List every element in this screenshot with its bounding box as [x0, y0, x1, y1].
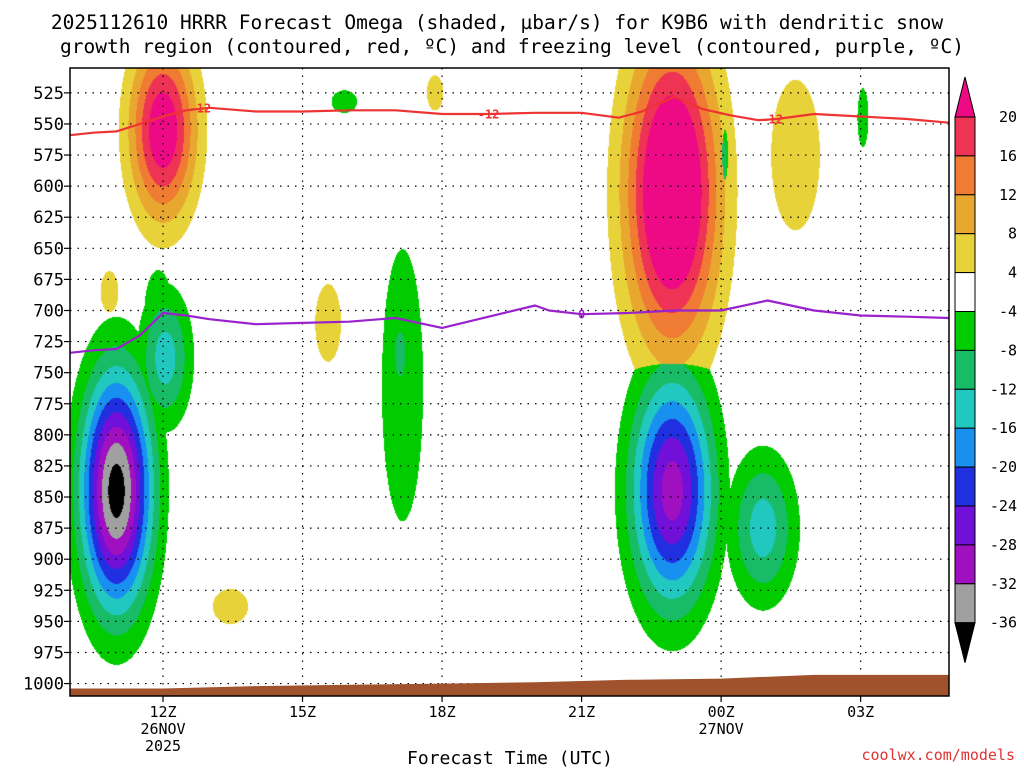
colorbar-swatch	[954, 505, 976, 546]
x-axis-title: Forecast Time (UTC)	[407, 748, 613, 768]
y-tick-label: 700	[33, 301, 64, 321]
colorbar-bottom-triangle	[954, 622, 976, 663]
colorbar-swatch	[954, 427, 976, 468]
y-tick-label: 950	[33, 612, 64, 632]
colorbar-label: 4	[1008, 264, 1017, 282]
colorbar-swatch	[954, 311, 976, 351]
freezing-level-contour-label: 0	[578, 308, 585, 322]
y-tick-label: 875	[33, 519, 64, 539]
temperature-contours: -12 -12 -12 0	[70, 95, 949, 354]
colorbar-label: -32	[990, 575, 1017, 593]
ground-surface	[70, 674, 949, 696]
freezing-level-contour	[70, 299, 949, 354]
y-tick-label: 600	[33, 177, 64, 197]
x-tick-label: 21Z	[568, 703, 595, 721]
y-tick-label: 975	[33, 643, 64, 663]
colorbar-label: -16	[990, 419, 1017, 437]
chart-title-line-2: growth region (contoured, red, ºC) and f…	[60, 35, 964, 58]
colorbar-label: 16	[999, 147, 1017, 165]
y-tick-label: 575	[33, 146, 64, 166]
y-tick-label: 1000	[23, 675, 64, 695]
y-tick-label: 925	[33, 581, 64, 601]
x-tick-label: 18Z	[429, 703, 456, 721]
x-tick-label: 26NOV	[140, 720, 185, 738]
colorbar-swatch	[954, 272, 976, 313]
colorbar-swatch	[954, 233, 976, 274]
colorbar-label: 20	[999, 108, 1017, 126]
y-tick-label: 850	[33, 488, 64, 508]
snow-growth-contour	[70, 95, 949, 137]
colorbar-swatch	[954, 583, 976, 624]
x-tick-label: 03Z	[847, 703, 874, 721]
colorbar-label: -8	[999, 341, 1017, 359]
y-tick-label: 525	[33, 84, 64, 104]
x-tick-label: 27NOV	[699, 720, 744, 738]
colorbar-swatch	[954, 388, 976, 429]
colorbar-label: -20	[990, 458, 1017, 476]
colorbar-label: -4	[999, 303, 1017, 321]
colorbar-label: -24	[990, 497, 1017, 515]
colorbar-swatch	[954, 466, 976, 507]
x-tick-label: 00Z	[708, 703, 735, 721]
colorbar-label: -36	[990, 614, 1017, 632]
plot-area: -12 -12 -12 0	[69, 67, 950, 697]
ground-terrain	[70, 674, 949, 696]
colorbar-swatch	[954, 155, 976, 196]
credit-text: coolwx.com/models	[861, 746, 1015, 764]
y-tick-label: 675	[33, 270, 64, 290]
colorbar-label: 8	[1008, 225, 1017, 243]
x-tick-label: 15Z	[289, 703, 316, 721]
y-tick-label: 825	[33, 457, 64, 477]
y-tick-label: 800	[33, 426, 64, 446]
y-tick-label: 775	[33, 395, 64, 415]
y-tick-label: 750	[33, 364, 64, 384]
y-tick-label: 550	[33, 115, 64, 135]
snow-growth-contour-label: -12	[189, 101, 211, 115]
y-tick-label: 900	[33, 550, 64, 570]
y-tick-label: 725	[33, 333, 64, 353]
colorbar-swatch	[954, 116, 976, 157]
colorbar-swatch	[954, 349, 976, 390]
colorbar-swatch	[954, 194, 976, 235]
colorbar-label: -12	[990, 380, 1017, 398]
y-tick-label: 625	[33, 208, 64, 228]
x-tick-label: 12Z	[149, 703, 176, 721]
colorbar-swatch	[954, 544, 976, 585]
y-tick-label: 650	[33, 239, 64, 259]
colorbar-top-triangle	[954, 76, 976, 118]
y-axis-pressure: 525 550 575 600 625 650 675 700 725 750 775 800 825 8…	[23, 84, 70, 695]
plot-frame	[69, 67, 950, 697]
chart-title-line-1: 2025112610 HRRR Forecast Omega (shaded, …	[51, 11, 943, 34]
snow-growth-contour-label: -12	[478, 108, 500, 122]
colorbar-legend: 20 16 12 8 4 -4 -8 -12 -16 -20 -24 -28 -32 -36	[954, 76, 1017, 663]
x-tick-label: 2025	[145, 737, 181, 755]
snow-growth-contour-label: -12	[761, 112, 783, 126]
colorbar-label: 12	[999, 186, 1017, 204]
omega-shaded-field	[70, 68, 949, 696]
colorbar-label: -28	[990, 536, 1017, 554]
